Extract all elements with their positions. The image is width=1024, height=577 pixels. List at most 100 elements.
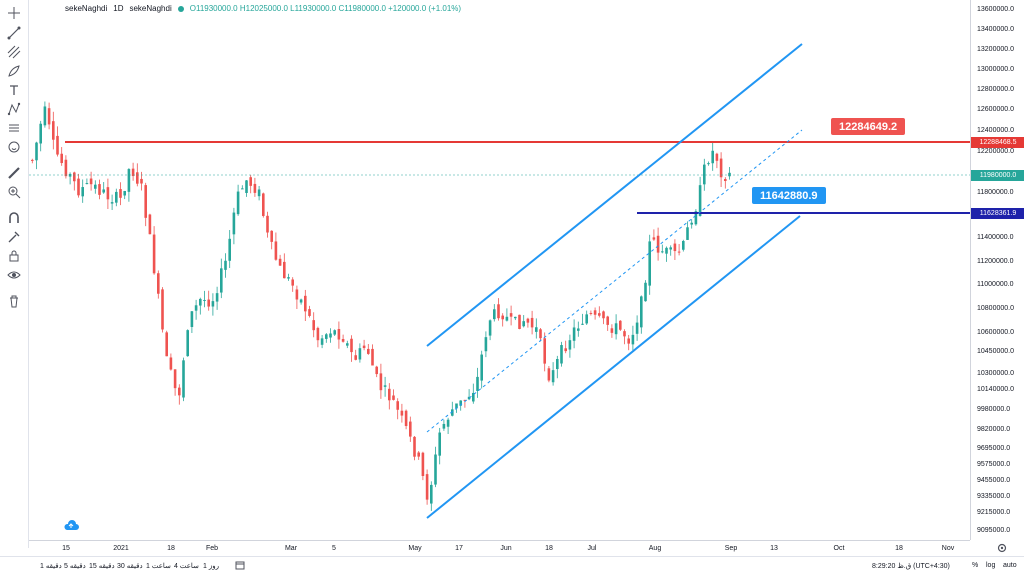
candle-body [186, 330, 189, 357]
ruler-icon[interactable] [4, 164, 24, 182]
auto-toggle[interactable]: auto [1003, 562, 1017, 569]
candle-body [165, 332, 168, 357]
candle-body [669, 247, 672, 250]
range-5m-button[interactable]: 5 دقیقه [64, 563, 86, 570]
price-tick-label: 10450000.0 [977, 348, 1014, 355]
time-tick-label: Jun [500, 545, 512, 552]
candle-body [73, 172, 76, 182]
range-1d-button[interactable]: 1 روز [203, 563, 219, 570]
candle-body [253, 183, 257, 193]
candle-body [110, 202, 114, 204]
resistance-callout[interactable]: 12284649.2 [831, 118, 906, 135]
candle-body [627, 338, 630, 344]
candle-body [665, 247, 668, 254]
candle-body [299, 299, 303, 303]
lock-icon[interactable] [4, 247, 24, 265]
price-tick-label: 12800000.0 [977, 86, 1014, 93]
time-axis[interactable]: 15 2021 18 Feb Mar 5 May 17 Jun 18 Jul Aug Sep 13 Oct 1… [29, 540, 970, 557]
range-15m-button[interactable]: 15 دقیقه [89, 563, 115, 570]
candle-body [413, 436, 416, 457]
candle-body [207, 299, 210, 307]
candle-body [522, 321, 525, 327]
last-price-tag: 11980000.0 [971, 170, 1024, 181]
support-callout[interactable]: 11642880.9 [752, 187, 826, 204]
trend-line-icon[interactable] [4, 24, 24, 42]
clock-label[interactable]: 8:29:20 ق.ظ (UTC+4:30) [872, 563, 950, 570]
candle-body [602, 311, 605, 319]
candle-body [203, 299, 206, 301]
measure-icon[interactable] [4, 119, 24, 137]
date-range-icon[interactable] [235, 560, 245, 572]
symbol-name[interactable]: sekeNaghdi [65, 4, 108, 13]
candle-body [320, 338, 324, 345]
candle-body [35, 142, 38, 161]
candle-body [199, 298, 202, 306]
eye-icon[interactable] [4, 266, 24, 284]
pattern-icon[interactable] [4, 100, 24, 118]
candlestick-chart[interactable] [29, 0, 970, 540]
range-1h-button[interactable]: 1 ساعت [146, 563, 171, 570]
candle-body [623, 331, 626, 337]
interval-label[interactable]: 1D [113, 4, 124, 13]
candle-body [539, 329, 542, 339]
emoji-icon[interactable] [4, 138, 24, 156]
candle-body [719, 158, 723, 178]
candle-body [358, 348, 362, 360]
candle-body [505, 316, 509, 321]
candle-body [724, 179, 727, 182]
candle-body [215, 293, 219, 302]
candle-body [589, 312, 593, 314]
time-tick-label: 5 [332, 545, 336, 552]
candle-body [459, 400, 462, 406]
candle-body [241, 188, 244, 190]
candle-body [715, 153, 719, 161]
zoom-icon[interactable] [4, 183, 24, 201]
chart-pane[interactable]: sekeNaghdi 1D sekeNaghdi O11930000.0 H12… [29, 0, 970, 540]
price-axis[interactable]: 13600000.0 13400000.0 13200000.0 13000000.0… [970, 0, 1024, 540]
resistance-price-tag: 12288468.5 [971, 137, 1024, 148]
log-toggle[interactable]: log [986, 562, 996, 569]
range-1m-button[interactable]: 1 دقیقه [40, 563, 62, 570]
text-icon[interactable] [4, 81, 24, 99]
candle-body [278, 258, 282, 266]
candle-body [497, 304, 500, 319]
range-4h-button[interactable]: 4 ساعت [174, 563, 199, 570]
candle-body [379, 373, 383, 391]
brush-icon[interactable] [4, 62, 24, 80]
candle-body [598, 313, 601, 316]
magnet-icon[interactable] [4, 209, 24, 227]
candle-body [514, 316, 517, 319]
time-tick-label: Jul [587, 545, 597, 552]
candle-body [228, 238, 231, 261]
crosshair-icon[interactable] [4, 4, 24, 22]
candle-body [451, 409, 454, 416]
lock-drawings-icon[interactable] [4, 228, 24, 246]
price-tick-label: 11800000.0 [977, 189, 1014, 196]
candle-body [484, 337, 488, 352]
gear-icon[interactable] [996, 542, 1008, 554]
price-tick-label: 13000000.0 [977, 66, 1014, 73]
candle-body [102, 189, 105, 193]
candle-body [430, 484, 433, 504]
price-tick-label: 10300000.0 [977, 370, 1014, 377]
candle-body [690, 222, 693, 225]
candle-body [488, 320, 492, 336]
candle-body [148, 214, 152, 235]
candle-body [123, 190, 126, 196]
candle-body [178, 387, 181, 396]
candle-body [535, 327, 538, 332]
candle-body [438, 432, 441, 456]
candle-body [106, 187, 110, 200]
trash-icon[interactable] [4, 292, 24, 310]
range-30m-button[interactable]: 30 دقیقه [117, 563, 143, 570]
cloud-icon[interactable] [63, 520, 79, 532]
candle-body [480, 354, 483, 381]
pitchfork-icon[interactable] [4, 43, 24, 61]
percent-toggle[interactable]: % [972, 562, 979, 569]
candle-body [283, 261, 286, 279]
price-tick-label: 11400000.0 [977, 234, 1014, 241]
bottom-toolbar: 1 دقیقه 5 دقیقه 15 دقیقه 30 دقیقه 1 ساعت… [0, 556, 1024, 577]
candle-body [682, 240, 685, 250]
price-tick-label: 11200000.0 [977, 258, 1014, 265]
time-tick-label: 17 [455, 545, 463, 552]
